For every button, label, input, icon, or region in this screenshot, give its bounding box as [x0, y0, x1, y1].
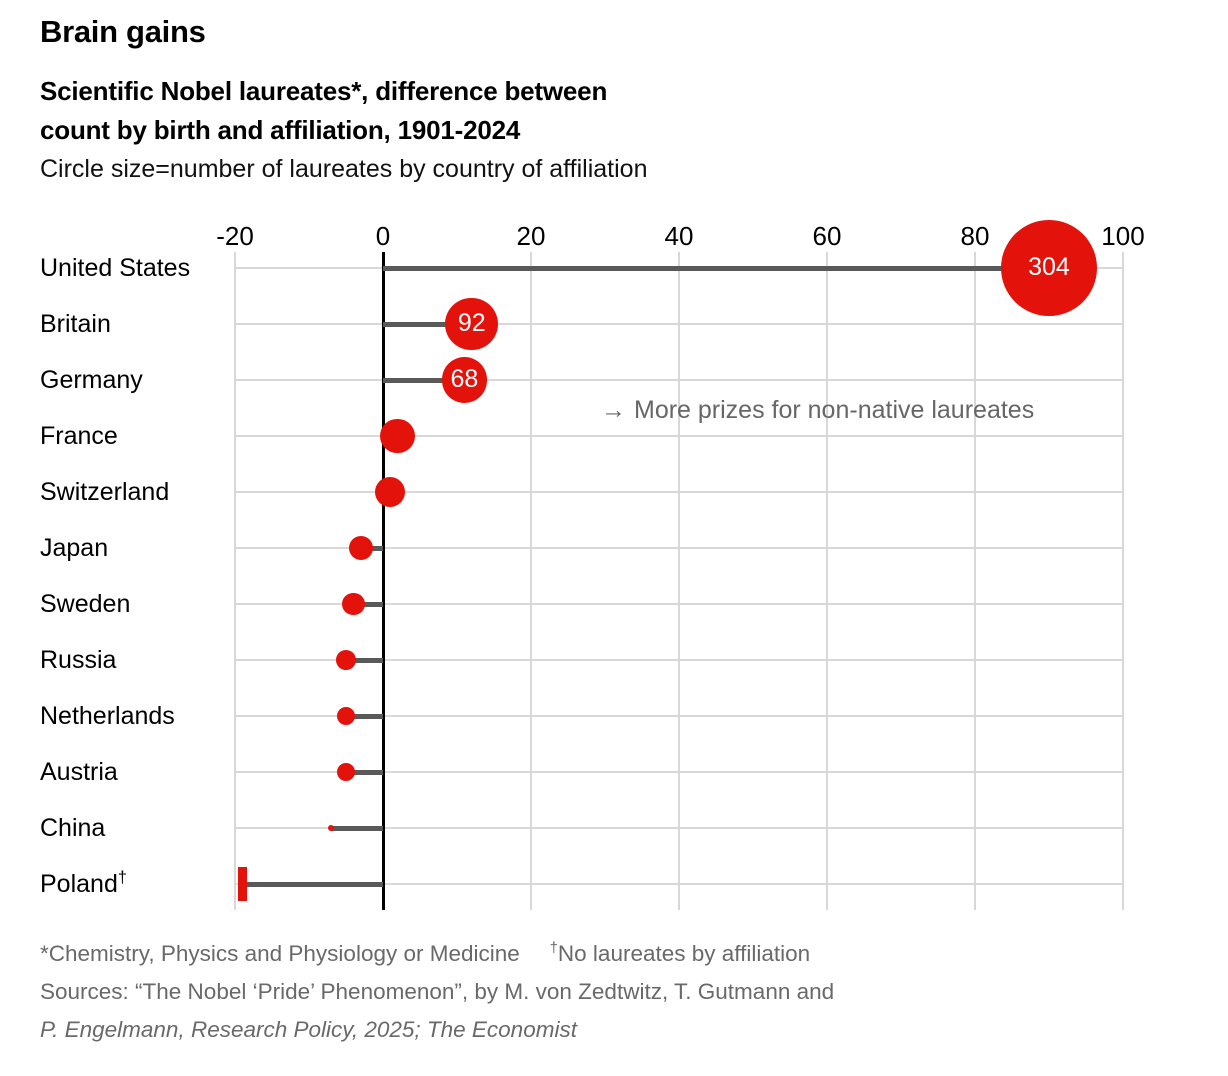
right-arrow-icon: →: [601, 396, 626, 424]
footnote-line-1: *Chemistry, Physics and Physiology or Me…: [40, 941, 810, 967]
dot-china: [328, 825, 335, 831]
dot-japan: [348, 535, 373, 560]
row-label-china: China: [40, 814, 106, 842]
gridline-x-40: [678, 252, 680, 910]
dot-sweden: [342, 592, 365, 616]
circle-size-note: Circle size=number of laureates by count…: [40, 155, 648, 183]
dot-france: [380, 418, 416, 454]
x-tick-label-minus20: -20: [216, 221, 254, 251]
annotation: → More prizes for non-native laureates: [601, 396, 1034, 425]
stem-britain: [383, 321, 472, 327]
row-label-austria: Austria: [40, 758, 118, 786]
stem-china: [331, 825, 383, 831]
dot-switzerland: [375, 476, 406, 508]
stem-sweden: [353, 601, 383, 607]
zero-axis-line: [381, 252, 385, 910]
stem-russia: [346, 657, 383, 663]
stem-germany: [383, 377, 465, 383]
chart-title: Brain gains: [40, 14, 206, 49]
stem-netherlands: [346, 713, 383, 719]
gridline-x-80: [974, 252, 976, 910]
dot-austria: [336, 762, 356, 782]
row-label-britain: Britain: [40, 310, 111, 338]
row-label-poland: Poland†: [40, 868, 127, 898]
dot-britain: 92: [445, 297, 499, 351]
stem-poland: [242, 881, 383, 887]
dot-value-label-britain: 92: [457, 309, 486, 338]
dot-germany: 68: [441, 357, 488, 403]
row-label-japan: Japan: [40, 534, 109, 562]
gridline-x-20: [530, 252, 532, 910]
dot-united-states: 304: [1000, 219, 1097, 316]
dot-russia: [336, 650, 356, 670]
sources-line-1: Sources: “The Nobel ‘Pride’ Phenomenon”,…: [40, 979, 835, 1004]
asterisk-footnote: *Chemistry, Physics and Physiology or Me…: [40, 941, 520, 966]
x-tick-label-20: 20: [516, 221, 546, 251]
x-tick-label-0: 0: [375, 221, 391, 251]
stem-united-states: [383, 265, 1049, 271]
row-label-france: France: [40, 422, 118, 450]
gridline-x-60: [826, 252, 828, 910]
x-tick-label-100: 100: [1101, 221, 1145, 251]
x-tick-label-40: 40: [664, 221, 694, 251]
bar-poland: [237, 867, 247, 901]
dagger-icon: †: [117, 868, 127, 887]
dot-value-label-germany: 68: [450, 365, 479, 394]
sources-line-2: P. Engelmann, Research Policy, 2025; The…: [40, 1017, 577, 1042]
row-label-russia: Russia: [40, 646, 117, 674]
row-label-switzerland: Switzerland: [40, 478, 170, 506]
dagger-footnote: †No laureates by affiliation: [549, 940, 811, 966]
dagger-icon: †: [549, 940, 558, 957]
x-tick-label-80: 80: [960, 221, 990, 251]
annotation-text: More prizes for non-native laureates: [634, 396, 1035, 424]
dot-value-label-united-states: 304: [1028, 253, 1070, 282]
stem-austria: [346, 769, 383, 775]
row-label-sweden: Sweden: [40, 590, 131, 618]
chart-subtitle: Scientific Nobel laureates*, difference …: [40, 76, 608, 145]
row-label-united-states: United States: [40, 254, 191, 282]
row-label-germany: Germany: [40, 366, 143, 394]
dot-netherlands: [336, 706, 356, 726]
gridline-x-100: [1122, 252, 1124, 910]
row-label-netherlands: Netherlands: [40, 702, 175, 730]
x-tick-label-60: 60: [812, 221, 842, 251]
gridline-x-minus20: [234, 252, 236, 910]
